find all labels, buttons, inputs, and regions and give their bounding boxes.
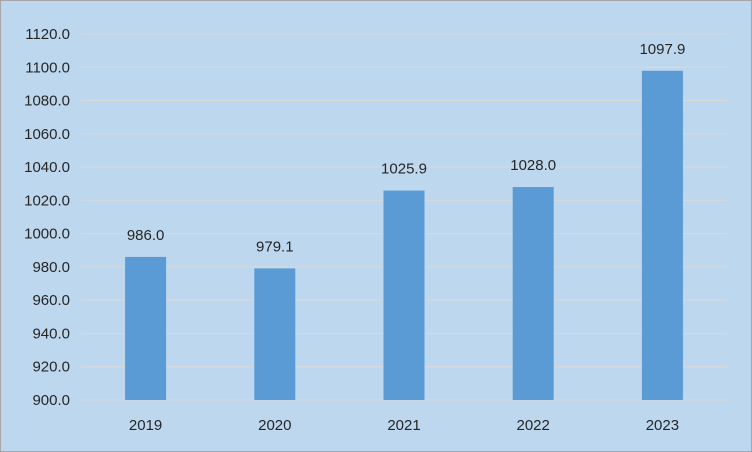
x-category-label: 2023 [646, 417, 679, 434]
data-labels: 986.0 979.1 1025.9 1028.0 1097.9 [127, 41, 686, 256]
x-category-label: 2020 [258, 417, 291, 434]
x-category-label: 2021 [387, 417, 420, 434]
bar-2019 [125, 256, 167, 400]
y-tick-label: 960.0 [32, 292, 70, 309]
y-tick-label: 1020.0 [24, 192, 70, 209]
y-tick-label: 1000.0 [24, 226, 70, 243]
bar-2021 [383, 190, 425, 400]
data-label-2021: 1025.9 [381, 161, 427, 178]
y-tick-label: 920.0 [32, 359, 70, 376]
x-category-label: 2022 [517, 417, 550, 434]
y-tick-label: 900.0 [32, 392, 70, 409]
y-tick-label: 1040.0 [24, 159, 70, 176]
data-label-2023: 1097.9 [639, 41, 685, 58]
data-label-2019: 986.0 [127, 227, 165, 244]
y-tick-label: 980.0 [32, 259, 70, 276]
y-tick-label: 1080.0 [24, 93, 70, 110]
y-tick-label: 1100.0 [25, 59, 70, 76]
x-axis-category-labels: 2019 2020 2021 2022 2023 [129, 417, 679, 434]
bar-2023 [641, 70, 683, 401]
y-tick-label: 940.0 [32, 325, 70, 342]
bar-2020 [254, 268, 296, 400]
bar-2022 [512, 187, 554, 400]
bars [125, 70, 683, 401]
y-tick-label: 1120.0 [25, 26, 70, 43]
y-tick-label: 1060.0 [24, 126, 70, 143]
data-label-2022: 1028.0 [510, 157, 556, 174]
data-label-2020: 979.1 [256, 238, 294, 255]
y-axis-tick-labels: 900.0 920.0 940.0 960.0 980.0 1000.0 1020.0 104… [24, 26, 70, 409]
x-category-label: 2019 [129, 417, 162, 434]
